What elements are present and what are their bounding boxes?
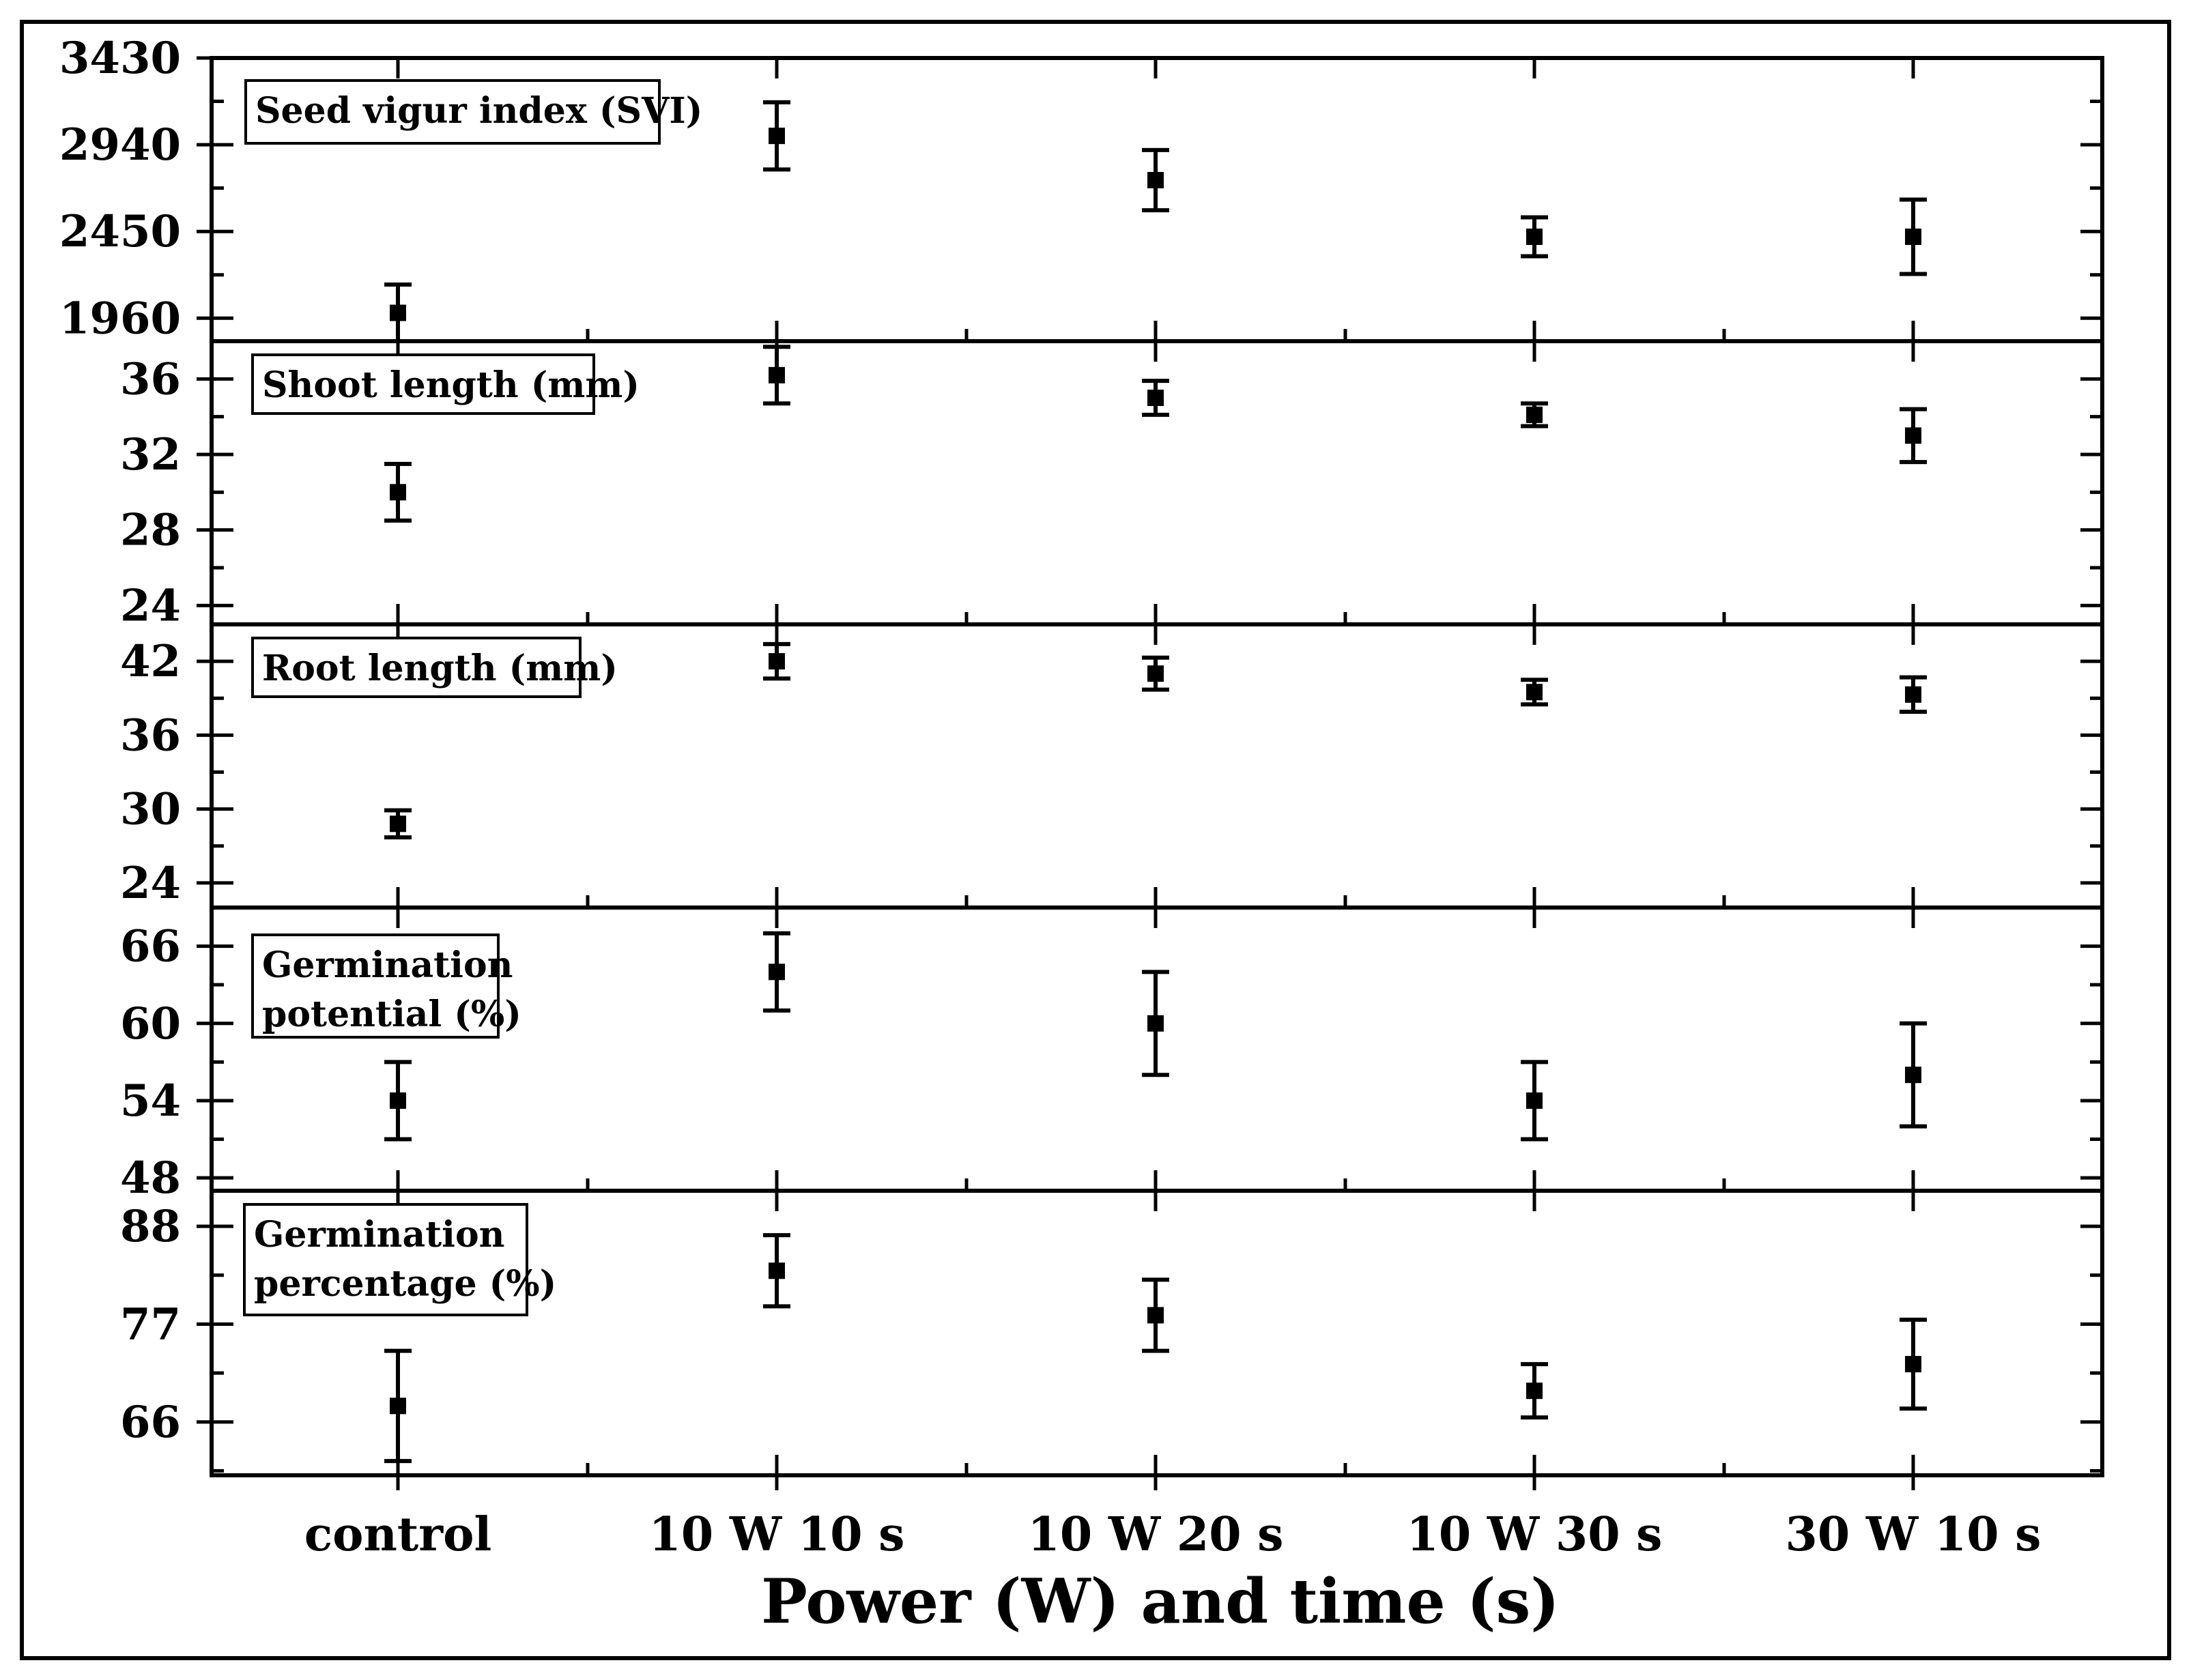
x-tick-label: 30 W 10 s [1786, 1507, 2042, 1562]
x-tick-label: control [304, 1507, 492, 1562]
data-point [390, 484, 406, 501]
y-tick-label: 28 [120, 505, 181, 556]
y-tick-label: 66 [120, 921, 181, 972]
y-tick-label: 66 [120, 1397, 181, 1448]
y-tick-label: 2450 [59, 206, 181, 257]
y-tick-label: 54 [120, 1075, 181, 1127]
panel-5: 66 77 88 Germination percentage (%) [120, 1189, 2104, 1477]
data-point [390, 1092, 406, 1109]
data-point [769, 128, 785, 145]
data-point [1147, 171, 1164, 188]
panel-title: Shoot length (mm) [262, 364, 640, 406]
panel-title: Seed vigur index (SVI) [255, 90, 702, 132]
data-point [390, 304, 406, 321]
y-tick-label: 88 [120, 1201, 181, 1252]
data-point [1905, 686, 1921, 703]
y-tick-label: 60 [120, 998, 181, 1049]
x-tick-label: 10 W 30 s [1407, 1507, 1663, 1562]
data-point [1905, 228, 1921, 245]
panel-title: potential (%) [262, 994, 521, 1035]
panel-title-box [251, 353, 595, 415]
data-point [1147, 665, 1164, 682]
y-tick-label: 36 [120, 353, 181, 405]
data-point [390, 815, 406, 832]
data-point [1526, 1382, 1543, 1400]
data-point [769, 964, 785, 981]
data-point [1526, 684, 1543, 701]
data-point [1905, 1067, 1921, 1084]
data-point [390, 1397, 406, 1415]
y-tick-label: 36 [120, 710, 181, 761]
data-point [769, 1262, 785, 1279]
y-tick-label: 1960 [59, 293, 181, 344]
x-axis: control 10 W 10 s 10 W 20 s 10 W 30 s 30 W 1… [304, 1475, 2042, 1562]
y-tick-label: 30 [120, 784, 181, 835]
y-tick-label: 48 [120, 1153, 181, 1204]
panel-title: Root length (mm) [262, 648, 618, 689]
panel-1: 1960 2450 2940 3430 Seed vigur index (SVI) [59, 33, 2104, 344]
x-tick-label: 10 W 20 s [1028, 1507, 1284, 1562]
y-tick-label: 24 [120, 858, 181, 909]
data-point [769, 653, 785, 670]
panel-title-box [251, 933, 500, 1039]
x-axis-title: Power (W) and time (s) [761, 1565, 1560, 1638]
data-point [1905, 1356, 1921, 1373]
y-tick-label: 42 [120, 636, 181, 687]
panel-title: Germination [262, 944, 513, 986]
data-point [1147, 1307, 1164, 1324]
panel-title: percentage (%) [254, 1263, 556, 1305]
data-point [1905, 427, 1921, 444]
panel-title-box [243, 1203, 528, 1316]
data-point [1526, 228, 1543, 245]
figure-frame [20, 20, 2171, 1660]
x-tick-label: 10 W 10 s [649, 1507, 905, 1562]
y-tick-label: 2940 [59, 119, 181, 171]
y-tick-label: 77 [120, 1299, 181, 1350]
data-point [1147, 1015, 1164, 1032]
data-point [1526, 1092, 1543, 1109]
panel-title-box [251, 637, 582, 698]
data-point [769, 366, 785, 383]
chart-panels: 1960 2450 2940 3430 Seed vigur index (SVI) 24… [59, 33, 2104, 1477]
y-tick-label: 32 [120, 429, 181, 480]
data-point [1526, 406, 1543, 423]
data-point [1147, 390, 1164, 406]
panel-title: Germination [254, 1214, 504, 1256]
panel-title-box [244, 79, 661, 145]
y-tick-label: 24 [120, 580, 181, 631]
y-tick-label: 3430 [59, 33, 181, 84]
